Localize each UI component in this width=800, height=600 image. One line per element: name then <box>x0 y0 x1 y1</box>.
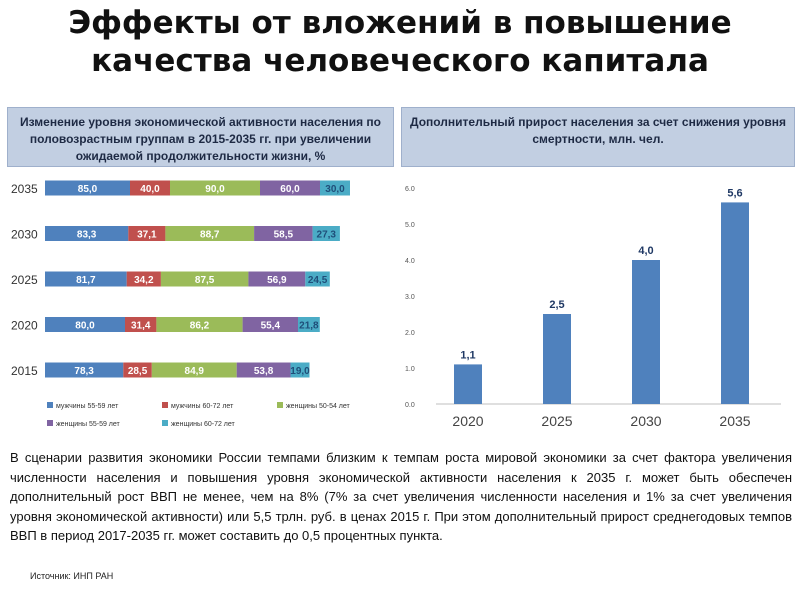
data-label-2030-3: 88,7 <box>200 230 220 241</box>
category-label-2025: 2025 <box>11 273 38 287</box>
bar-segment-2030-4 <box>254 226 313 241</box>
legend-swatch-3 <box>277 402 283 408</box>
legend-label-3: женщины 50-54 лет <box>286 403 351 410</box>
column-bar-2020 <box>454 364 482 404</box>
column-bar-2035 <box>721 202 749 404</box>
category-label-2035: 2035 <box>11 182 38 196</box>
description-paragraph: В сценарии развития экономики России тем… <box>10 450 792 543</box>
legend-swatch-1 <box>47 402 53 408</box>
bar-segment-2035-1 <box>45 180 130 196</box>
y-tick-6: 6.0 <box>405 186 415 193</box>
legend-label-2: мужчины 60-72 лет <box>171 403 234 410</box>
legend-swatch-5 <box>162 420 168 426</box>
x-tick-2020: 2020 <box>452 413 483 429</box>
column-value-2030: 4,0 <box>638 245 653 257</box>
data-label-2025-5: 24,5 <box>308 275 328 286</box>
data-label-2030-1: 83,3 <box>77 230 97 241</box>
bar-segment-2035-5 <box>320 180 350 196</box>
data-label-2020-3: 86,2 <box>190 321 210 332</box>
source-note: Источник: ИНП РАН <box>30 571 114 581</box>
data-label-2020-5: 21,8 <box>299 321 319 332</box>
data-label-2035-2: 40,0 <box>140 184 160 195</box>
left-chart-header: Изменение уровня экономической активност… <box>7 107 394 167</box>
legend-label-5: женщины 60-72 лет <box>171 421 236 428</box>
column-value-2020: 1,1 <box>460 349 475 361</box>
bar-segment-2015-3 <box>151 362 237 378</box>
data-label-2035-1: 85,0 <box>78 184 98 195</box>
data-label-2020-4: 55,4 <box>261 321 281 332</box>
bar-segment-2015-4 <box>236 362 291 378</box>
bar-segment-2030-1 <box>45 226 129 241</box>
data-label-2025-3: 87,5 <box>195 275 215 286</box>
data-label-2015-4: 53,8 <box>254 366 274 377</box>
category-label-2015: 2015 <box>11 364 38 378</box>
data-label-2020-2: 31,4 <box>131 321 151 332</box>
legend-label-4: женщины 55-59 лет <box>56 421 121 428</box>
data-label-2015-1: 78,3 <box>74 366 94 377</box>
data-label-2035-5: 30,0 <box>325 184 345 195</box>
legend-swatch-4 <box>47 420 53 426</box>
data-label-2030-5: 27,3 <box>317 230 337 241</box>
bar-segment-2015-2 <box>123 362 152 378</box>
data-label-2015-5: 19,0 <box>290 366 310 377</box>
bar-segment-2030-3 <box>165 226 255 241</box>
y-tick-3: 3.0 <box>405 294 415 301</box>
data-label-2035-4: 60,0 <box>280 184 300 195</box>
category-label-2020: 2020 <box>11 319 38 333</box>
column-chart: 0.0 1.0 2.0 3.0 4.0 5.0 6.0 1,1 2020 2,5 2025 4,0 20… <box>401 172 795 434</box>
column-bar-2030 <box>632 260 660 404</box>
stacked-bar-chart-svg: 2035 85,0 40,0 90,0 60,0 30,0 2030 83,3 37,1 88,7… <box>11 180 351 428</box>
data-label-2035-3: 90,0 <box>205 184 225 195</box>
bar-segment-2035-4 <box>260 180 320 196</box>
column-chart-svg: 0.0 1.0 2.0 3.0 4.0 5.0 6.0 1,1 2020 2,5 2025 4,0 20… <box>405 186 781 429</box>
bar-segment-2025-2 <box>126 271 161 287</box>
legend-swatch-2 <box>162 402 168 408</box>
x-tick-2025: 2025 <box>541 413 572 429</box>
bar-segment-2025-4 <box>248 271 306 287</box>
category-label-2030: 2030 <box>11 228 38 242</box>
bar-segment-2025-5 <box>305 271 330 287</box>
x-tick-2035: 2035 <box>719 413 750 429</box>
stacked-bar-chart: 2035 85,0 40,0 90,0 60,0 30,0 2030 83,3 37,1 88,7… <box>7 172 394 434</box>
y-tick-4: 4.0 <box>405 258 415 265</box>
right-chart-header: Дополнительный прирост населения за счет… <box>401 107 795 167</box>
column-value-2025: 2,5 <box>549 299 564 311</box>
bar-segment-2035-2 <box>130 180 170 196</box>
bar-segment-2035-3 <box>170 180 260 196</box>
bar-segment-2020-3 <box>156 317 243 332</box>
bar-segment-2030-5 <box>312 226 340 241</box>
data-label-2025-4: 56,9 <box>267 275 287 286</box>
bar-segment-2020-2 <box>125 317 157 332</box>
legend-label-1: мужчины 55-59 лет <box>56 403 119 410</box>
data-label-2030-2: 37,1 <box>137 230 157 241</box>
bar-segment-2015-1 <box>45 362 124 378</box>
data-label-2030-4: 58,5 <box>274 230 294 241</box>
bar-segment-2020-5 <box>298 317 320 332</box>
bar-segment-2025-3 <box>160 271 249 287</box>
bar-segment-2025-1 <box>45 271 127 287</box>
y-tick-2: 2.0 <box>405 330 415 337</box>
column-value-2035: 5,6 <box>727 187 742 199</box>
x-tick-2030: 2030 <box>630 413 661 429</box>
data-label-2015-2: 28,5 <box>128 366 148 377</box>
bar-segment-2020-4 <box>242 317 298 332</box>
y-tick-5: 5.0 <box>405 222 415 229</box>
data-label-2025-2: 34,2 <box>134 275 154 286</box>
bar-segment-2020-1 <box>45 317 125 332</box>
bar-segment-2015-5 <box>290 362 310 378</box>
y-tick-0: 0.0 <box>405 402 415 409</box>
bar-segment-2030-2 <box>128 226 166 241</box>
page-title: Эффекты от вложений в повышение качества… <box>68 5 732 79</box>
data-label-2020-1: 80,0 <box>75 321 95 332</box>
data-label-2025-1: 81,7 <box>76 275 96 286</box>
y-tick-1: 1.0 <box>405 366 415 373</box>
data-label-2015-3: 84,9 <box>185 366 205 377</box>
column-bar-2025 <box>543 314 571 404</box>
